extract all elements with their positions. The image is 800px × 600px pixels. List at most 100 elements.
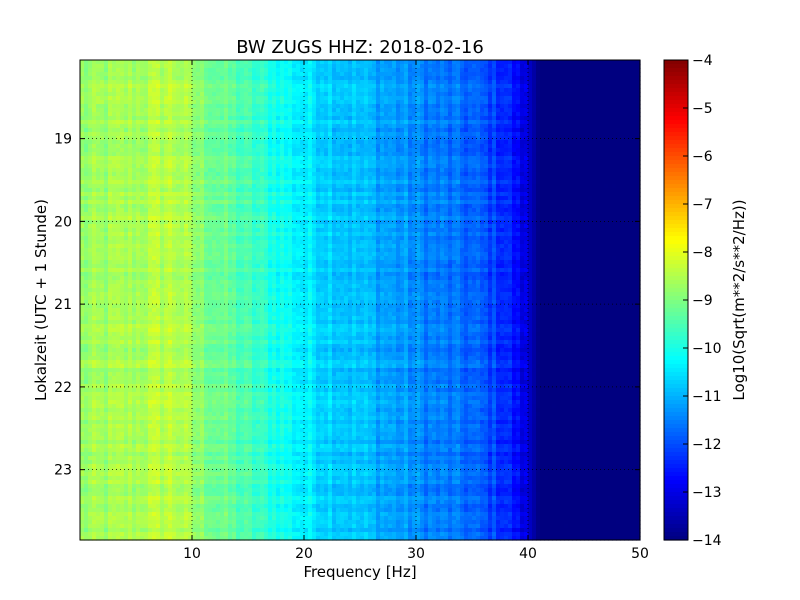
heatmap-cell — [520, 140, 525, 145]
heatmap-cell — [180, 128, 185, 133]
heatmap-cell — [636, 156, 641, 161]
heatmap-cell — [276, 88, 281, 93]
heatmap-cell — [100, 88, 105, 93]
heatmap-cell — [228, 160, 233, 165]
heatmap-cell — [468, 196, 473, 201]
heatmap-cell — [180, 136, 185, 141]
heatmap-cell — [628, 188, 633, 193]
heatmap-cell — [288, 200, 293, 205]
heatmap-cell — [288, 140, 293, 145]
heatmap-cell — [204, 200, 209, 205]
heatmap-cell — [468, 116, 473, 121]
heatmap-cell — [344, 64, 349, 69]
heatmap-cell — [576, 88, 581, 93]
heatmap-cell — [348, 64, 353, 69]
heatmap-cell — [604, 124, 609, 129]
heatmap-cell — [576, 160, 581, 165]
heatmap-cell — [524, 128, 529, 133]
heatmap-cell — [332, 188, 337, 193]
heatmap-cell — [480, 136, 485, 141]
heatmap-cell — [488, 120, 493, 125]
heatmap-cell — [456, 180, 461, 185]
heatmap-cell — [404, 112, 409, 117]
heatmap-cell — [152, 132, 157, 137]
heatmap-cell — [380, 200, 385, 205]
heatmap-cell — [400, 92, 405, 97]
heatmap-cell — [108, 88, 113, 93]
heatmap-cell — [296, 176, 301, 181]
heatmap-cell — [568, 108, 573, 113]
heatmap-cell — [296, 88, 301, 93]
heatmap-cell — [444, 112, 449, 117]
heatmap-cell — [216, 108, 221, 113]
heatmap-cell — [592, 196, 597, 201]
heatmap-cell — [496, 164, 501, 169]
heatmap-cell — [120, 72, 125, 77]
heatmap-cell — [536, 196, 541, 201]
heatmap-cell — [252, 64, 257, 69]
heatmap-cell — [192, 64, 197, 69]
heatmap-cell — [476, 60, 481, 65]
heatmap-cell — [88, 112, 93, 117]
heatmap-cell — [176, 68, 181, 73]
heatmap-cell — [328, 72, 333, 77]
heatmap-cell — [152, 116, 157, 121]
heatmap-cell — [536, 136, 541, 141]
heatmap-cell — [584, 76, 589, 81]
heatmap-cell — [552, 172, 557, 177]
heatmap-cell — [616, 132, 621, 137]
heatmap-cell — [460, 68, 465, 73]
heatmap-cell — [260, 136, 265, 141]
heatmap-cell — [88, 64, 93, 69]
heatmap-cell — [184, 196, 189, 201]
heatmap-cell — [312, 200, 317, 205]
heatmap-cell — [120, 104, 125, 109]
heatmap-cell — [148, 132, 153, 137]
heatmap-cell — [396, 96, 401, 101]
heatmap-cell — [480, 80, 485, 85]
heatmap-cell — [180, 64, 185, 69]
heatmap-cell — [260, 120, 265, 125]
heatmap-cell — [592, 76, 597, 81]
heatmap-cell — [588, 184, 593, 189]
heatmap-cell — [436, 184, 441, 189]
heatmap-cell — [368, 140, 373, 145]
heatmap-cell — [340, 160, 345, 165]
heatmap-cell — [360, 180, 365, 185]
heatmap-cell — [540, 192, 545, 197]
heatmap-cell — [560, 96, 565, 101]
heatmap-cell — [432, 144, 437, 149]
heatmap-cell — [332, 92, 337, 97]
heatmap-cell — [280, 184, 285, 189]
heatmap-cell — [356, 132, 361, 137]
heatmap-cell — [356, 72, 361, 77]
heatmap-cell — [504, 144, 509, 149]
heatmap-cell — [476, 64, 481, 69]
heatmap-cell — [444, 144, 449, 149]
heatmap-cell — [448, 68, 453, 73]
heatmap-cell — [324, 156, 329, 161]
heatmap-cell — [108, 196, 113, 201]
heatmap-cell — [604, 108, 609, 113]
heatmap-cell — [452, 144, 457, 149]
heatmap-cell — [528, 164, 533, 169]
heatmap-cell — [460, 88, 465, 93]
heatmap-cell — [196, 160, 201, 165]
heatmap-cell — [292, 124, 297, 129]
heatmap-cell — [340, 60, 345, 65]
heatmap-cell — [584, 184, 589, 189]
heatmap-cell — [420, 124, 425, 129]
heatmap-cell — [120, 112, 125, 117]
heatmap-cell — [272, 92, 277, 97]
heatmap-cell — [204, 188, 209, 193]
heatmap-cell — [500, 108, 505, 113]
heatmap-cell — [424, 196, 429, 201]
heatmap-cell — [556, 196, 561, 201]
heatmap-cell — [360, 164, 365, 169]
heatmap-cell — [540, 84, 545, 89]
heatmap-cell — [88, 76, 93, 81]
heatmap-cell — [520, 68, 525, 73]
heatmap-cell — [456, 92, 461, 97]
heatmap-cell — [212, 104, 217, 109]
heatmap-cell — [568, 144, 573, 149]
